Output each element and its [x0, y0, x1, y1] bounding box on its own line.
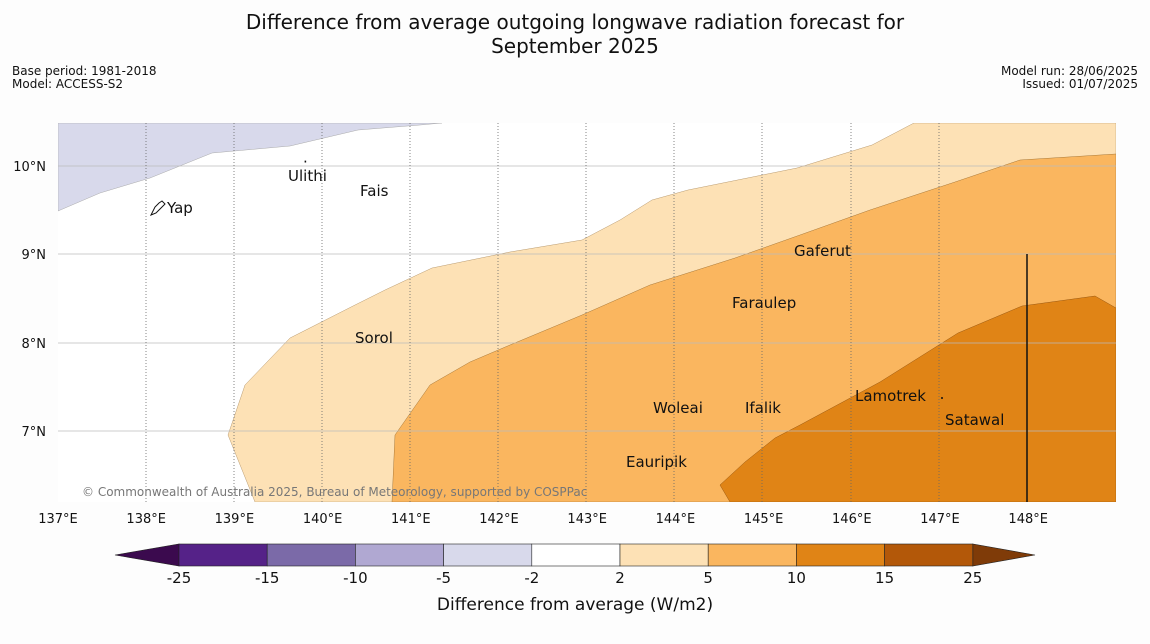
place-eauripik: Eauripik — [626, 453, 687, 471]
place-fais: Fais — [360, 182, 389, 200]
title-line-2: September 2025 — [491, 34, 659, 58]
meta-left: Base period: 1981-2018 Model: ACCESS-S2 — [12, 65, 157, 91]
place-ulithi: Ulithi — [288, 167, 327, 185]
colorbar-label: -25 — [167, 569, 192, 587]
lon-tick-label: 143°E — [567, 512, 607, 527]
base-period: Base period: 1981-2018 — [12, 64, 157, 78]
meta-right: Model run: 28/06/2025 Issued: 01/07/2025 — [1001, 65, 1138, 91]
colorbar-title: Difference from average (W/m2) — [437, 595, 713, 615]
place-woleai: Woleai — [653, 399, 703, 417]
lat-tick-label: 7°N — [22, 425, 47, 440]
lat-tick-label: 10°N — [13, 160, 46, 175]
place-yap: Yap — [166, 199, 193, 217]
colorbar-swatch — [619, 543, 709, 567]
colorbar-swatch — [796, 543, 885, 567]
island-dot — [941, 397, 943, 399]
region-10-15 — [719, 295, 1116, 502]
colorbar: -25 -15 -10 -5 -2 2 5 10 15 25 — [114, 543, 1036, 587]
place-gaferut: Gaferut — [794, 242, 851, 260]
lon-tick-label: 146°E — [832, 512, 872, 527]
place-ifalik: Ifalik — [745, 399, 781, 417]
colorbar-label: 25 — [963, 569, 982, 587]
lat-tick-label: 8°N — [22, 337, 47, 352]
colorbar-swatch — [443, 543, 533, 567]
lat-tick-labels: 10°N 9°N 8°N 7°N — [13, 160, 46, 440]
title-line-1: Difference from average outgoing longwav… — [245, 10, 905, 34]
colorbar-label: -10 — [343, 569, 368, 587]
colorbar-swatch — [178, 543, 268, 567]
colorbar-extend-low — [114, 543, 180, 567]
colorbar-label: -5 — [436, 569, 451, 587]
lon-gridlines — [145, 123, 940, 502]
colorbar-swatch — [531, 543, 621, 567]
issued-date: Issued: 01/07/2025 — [1022, 77, 1138, 91]
place-satawal: Satawal — [945, 411, 1004, 429]
colorbar-swatch — [266, 543, 356, 567]
colorbar-extend-high — [972, 543, 1036, 567]
colorbar-swatch — [884, 543, 974, 567]
colorbar-label: -2 — [524, 569, 539, 587]
colorbar-label: 2 — [615, 569, 625, 587]
ulithi-marker: · — [303, 153, 308, 171]
yap-island-shape — [149, 200, 166, 216]
colorbar-label: -15 — [255, 569, 280, 587]
lon-tick-label: 142°E — [479, 512, 519, 527]
chart-title: Difference from average outgoing longwav… — [0, 10, 1150, 58]
lon-tick-label: 137°E — [38, 512, 78, 527]
colorbar-swatch — [707, 543, 797, 567]
colorbar-label: 15 — [875, 569, 894, 587]
lon-tick-label: 141°E — [391, 512, 431, 527]
colorbar-label: 5 — [703, 569, 713, 587]
map-field — [58, 123, 1116, 502]
copyright-notice: © Commonwealth of Australia 2025, Bureau… — [82, 485, 587, 499]
lon-tick-label: 148°E — [1008, 512, 1048, 527]
place-faraulep: Faraulep — [732, 294, 796, 312]
lon-tick-label: 140°E — [303, 512, 343, 527]
lon-tick-label: 138°E — [126, 512, 166, 527]
lat-gridlines — [58, 165, 1116, 432]
lat-tick-label: 9°N — [22, 248, 47, 263]
lon-tick-label: 147°E — [920, 512, 960, 527]
region-negative — [58, 123, 443, 212]
place-lamotrek: Lamotrek — [855, 387, 926, 405]
lon-tick-label: 144°E — [656, 512, 696, 527]
lon-tick-label: 139°E — [215, 512, 255, 527]
colorbar-label: 10 — [787, 569, 806, 587]
lon-tick-label: 145°E — [744, 512, 784, 527]
colorbar-swatch — [355, 543, 444, 567]
model-run: Model run: 28/06/2025 — [1000, 64, 1138, 78]
model-name: Model: ACCESS-S2 — [12, 77, 124, 91]
place-sorol: Sorol — [355, 329, 393, 347]
lon-tick-labels: 137°E 138°E 139°E 140°E 141°E 142°E 143°E 144°E… — [38, 512, 1048, 527]
place-labels: Yap · Ulithi Fais Gaferut Faraulep Sorol… — [149, 153, 1004, 471]
